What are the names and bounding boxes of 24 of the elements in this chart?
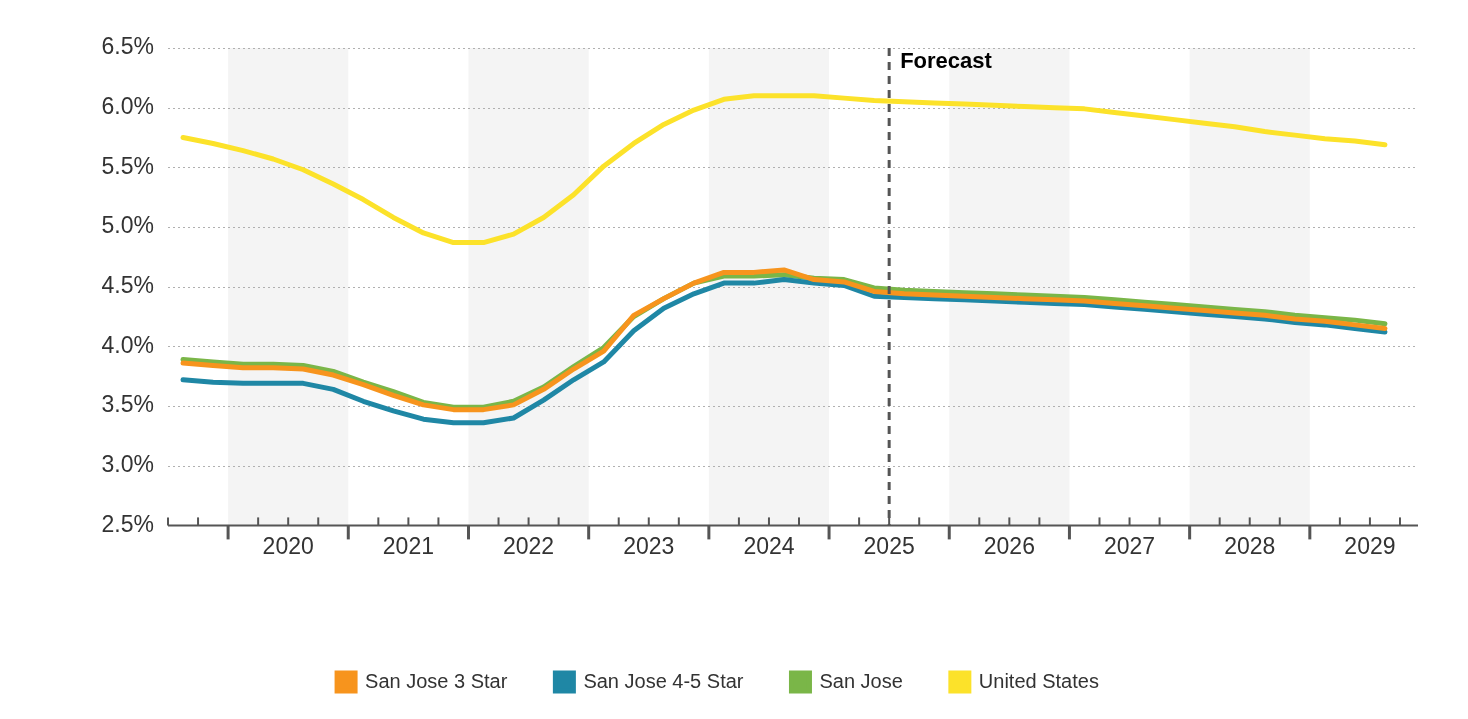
x-tick-label: 2028	[1224, 532, 1276, 559]
y-tick-label: 3.5%	[101, 391, 154, 418]
x-tick-label: 2029	[1344, 532, 1396, 559]
legend-label: San Jose	[819, 669, 903, 692]
x-tick-label: 2025	[863, 532, 915, 559]
y-tick-label: 2.5%	[101, 510, 154, 537]
y-tick-label: 6.0%	[101, 93, 154, 120]
legend-label: United States	[978, 669, 1099, 692]
y-tick-label: 3.0%	[101, 451, 154, 478]
x-tick-label: 2021	[382, 532, 434, 559]
y-tick-label: 5.5%	[101, 152, 154, 179]
y-tick-label: 6.5%	[101, 33, 154, 60]
x-tick-label: 2027	[1103, 532, 1156, 559]
x-tick-label: 2026	[983, 532, 1035, 559]
x-tick-label: 2024	[743, 532, 795, 559]
y-tick-label: 4.5%	[101, 272, 154, 299]
legend-label: San Jose 4-5 Star	[583, 669, 744, 692]
x-tick-label: 2022	[502, 532, 555, 559]
legend-label: San Jose 3 Star	[365, 669, 508, 692]
y-tick-label: 4.0%	[101, 331, 154, 358]
y-tick-label: 5.0%	[101, 212, 154, 239]
ref-line-label: Forecast	[900, 48, 993, 74]
x-tick-label: 2020	[262, 532, 314, 559]
x-tick-label: 2023	[623, 532, 675, 559]
